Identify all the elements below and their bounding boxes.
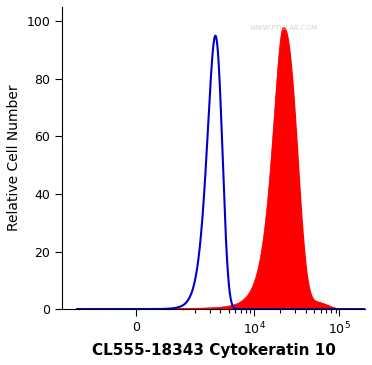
X-axis label: CL555-18343 Cytokeratin 10: CL555-18343 Cytokeratin 10: [92, 343, 336, 358]
Text: WWW.PTGLAB.COM: WWW.PTGLAB.COM: [249, 25, 317, 31]
Y-axis label: Relative Cell Number: Relative Cell Number: [7, 85, 21, 231]
